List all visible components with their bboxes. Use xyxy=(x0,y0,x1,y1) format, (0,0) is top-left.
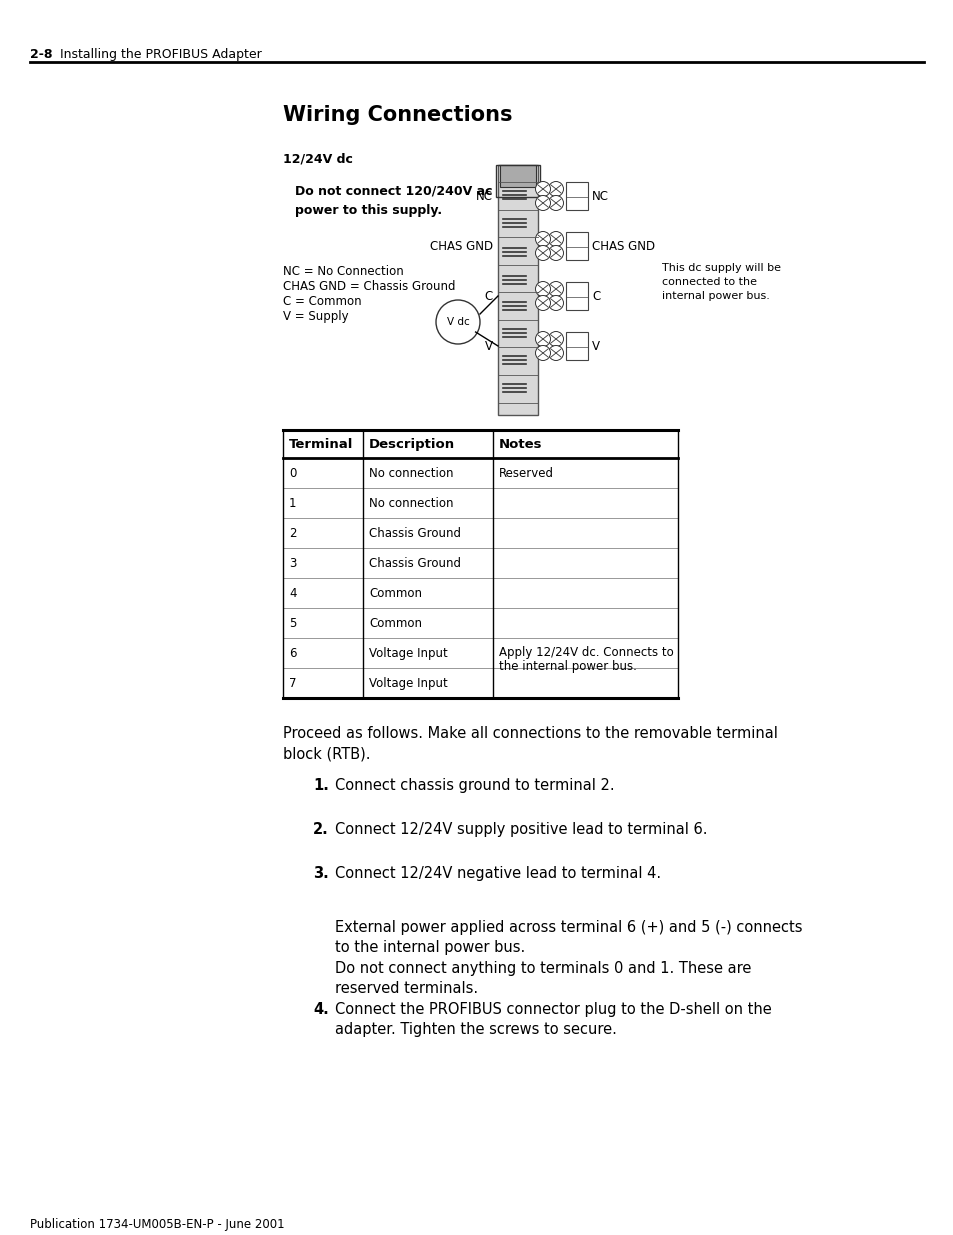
Text: CHAS GND: CHAS GND xyxy=(430,240,493,252)
Text: C: C xyxy=(484,289,493,303)
Text: Voltage Input: Voltage Input xyxy=(369,647,447,659)
Text: 2: 2 xyxy=(289,527,296,540)
Bar xyxy=(565,282,587,310)
Text: NC: NC xyxy=(592,189,608,203)
Circle shape xyxy=(535,346,550,361)
Circle shape xyxy=(548,246,563,261)
Text: Do not connect 120/240V ac
power to this supply.: Do not connect 120/240V ac power to this… xyxy=(294,185,492,217)
Text: Chassis Ground: Chassis Ground xyxy=(369,527,460,540)
Text: Notes: Notes xyxy=(498,438,542,451)
Circle shape xyxy=(548,295,563,310)
Text: Connect 12/24V supply positive lead to terminal 6.: Connect 12/24V supply positive lead to t… xyxy=(335,823,707,837)
Text: NC: NC xyxy=(476,189,493,203)
Circle shape xyxy=(548,231,563,247)
Text: Common: Common xyxy=(369,618,421,630)
Bar xyxy=(565,182,587,210)
Text: 4: 4 xyxy=(289,587,296,600)
Bar xyxy=(497,165,537,415)
Text: 12/24V dc: 12/24V dc xyxy=(283,152,353,165)
Circle shape xyxy=(535,195,550,210)
Text: CHAS GND = Chassis Ground: CHAS GND = Chassis Ground xyxy=(283,280,455,293)
Text: 2.: 2. xyxy=(313,823,329,837)
Text: 2-8: 2-8 xyxy=(30,48,52,61)
Text: Chassis Ground: Chassis Ground xyxy=(369,557,460,571)
Text: V dc: V dc xyxy=(446,317,469,327)
Circle shape xyxy=(535,282,550,296)
Text: No connection: No connection xyxy=(369,467,453,480)
Circle shape xyxy=(535,182,550,196)
Text: 5: 5 xyxy=(289,618,296,630)
Bar xyxy=(496,165,539,198)
Text: C: C xyxy=(592,289,599,303)
Circle shape xyxy=(535,295,550,310)
Text: 0: 0 xyxy=(289,467,296,480)
Text: 3: 3 xyxy=(289,557,296,571)
Text: Description: Description xyxy=(369,438,455,451)
Text: 6: 6 xyxy=(289,647,296,659)
Text: Common: Common xyxy=(369,587,421,600)
Text: Connect chassis ground to terminal 2.: Connect chassis ground to terminal 2. xyxy=(335,778,614,793)
Text: C = Common: C = Common xyxy=(283,295,361,308)
Circle shape xyxy=(535,246,550,261)
Text: V = Supply: V = Supply xyxy=(283,310,348,324)
Text: This dc supply will be
connected to the
internal power bus.: This dc supply will be connected to the … xyxy=(661,263,781,301)
Text: Publication 1734-UM005B-EN-P - June 2001: Publication 1734-UM005B-EN-P - June 2001 xyxy=(30,1218,284,1231)
Text: No connection: No connection xyxy=(369,496,453,510)
Text: 3.: 3. xyxy=(313,866,329,881)
Circle shape xyxy=(548,282,563,296)
Text: Wiring Connections: Wiring Connections xyxy=(283,105,512,125)
Text: 1.: 1. xyxy=(313,778,329,793)
Text: Reserved: Reserved xyxy=(498,467,554,480)
Text: V: V xyxy=(484,340,493,352)
Text: Proceed as follows. Make all connections to the removable terminal
block (RTB).: Proceed as follows. Make all connections… xyxy=(283,726,777,762)
Text: 7: 7 xyxy=(289,677,296,690)
Circle shape xyxy=(535,331,550,347)
Text: Connect the PROFIBUS connector plug to the D-shell on the
adapter. Tighten the s: Connect the PROFIBUS connector plug to t… xyxy=(335,1002,771,1037)
Circle shape xyxy=(548,346,563,361)
Text: NC = No Connection: NC = No Connection xyxy=(283,266,403,278)
Text: 1: 1 xyxy=(289,496,296,510)
Text: Installing the PROFIBUS Adapter: Installing the PROFIBUS Adapter xyxy=(44,48,261,61)
Text: Apply 12/24V dc. Connects to: Apply 12/24V dc. Connects to xyxy=(498,646,673,659)
Bar xyxy=(499,165,536,186)
Text: Terminal: Terminal xyxy=(289,438,353,451)
Text: the internal power bus.: the internal power bus. xyxy=(498,659,637,673)
Circle shape xyxy=(535,231,550,247)
Text: 4.: 4. xyxy=(313,1002,329,1016)
Text: CHAS GND: CHAS GND xyxy=(592,240,655,252)
Text: External power applied across terminal 6 (+) and 5 (-) connects
to the internal : External power applied across terminal 6… xyxy=(335,920,801,997)
Bar xyxy=(565,232,587,261)
Circle shape xyxy=(436,300,479,345)
Circle shape xyxy=(548,331,563,347)
Circle shape xyxy=(548,195,563,210)
Text: Connect 12/24V negative lead to terminal 4.: Connect 12/24V negative lead to terminal… xyxy=(335,866,660,881)
Circle shape xyxy=(548,182,563,196)
Text: Voltage Input: Voltage Input xyxy=(369,677,447,690)
Text: V: V xyxy=(592,340,599,352)
Bar xyxy=(565,332,587,359)
